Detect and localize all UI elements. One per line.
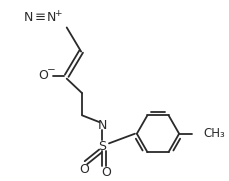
Text: +: + bbox=[54, 9, 62, 18]
Text: O: O bbox=[79, 163, 89, 176]
Text: ≡: ≡ bbox=[34, 11, 45, 24]
Text: N: N bbox=[24, 11, 33, 24]
Text: N: N bbox=[97, 119, 106, 132]
Text: CH₃: CH₃ bbox=[202, 127, 224, 140]
Text: −: − bbox=[47, 65, 55, 75]
Text: O: O bbox=[38, 69, 48, 82]
Text: S: S bbox=[98, 140, 106, 153]
Text: O: O bbox=[101, 166, 111, 179]
Text: N: N bbox=[46, 11, 56, 24]
